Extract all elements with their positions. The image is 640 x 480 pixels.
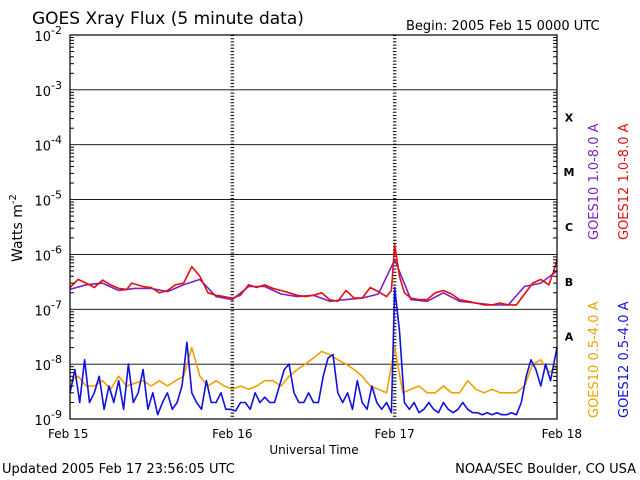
y-tick-label: 10-3 [34,79,62,100]
y-tick-label: 10-4 [34,134,62,155]
series-layer [69,244,558,416]
y-tick-label: 10-5 [34,189,62,210]
x-axis-label: Universal Time [269,443,358,457]
flare-class-label: M [564,166,575,179]
plot-frame [69,34,558,420]
legend: GOES10 1.0-8.0 A GOES12 1.0-8.0 A GOES10 0… [587,123,632,418]
flare-class-label: C [565,221,573,234]
y-axis-label: Watts m-2 [8,194,26,262]
legend-entry: GOES10 0.5-4.0 A [587,301,602,418]
flare-class-label: X [565,111,574,124]
chart-title: GOES Xray Flux (5 minute data) [32,9,304,29]
flare-class-labels: X M C B A [564,111,575,343]
x-tick-label: Feb 16 [212,427,252,441]
updated-timestamp: Updated 2005 Feb 17 23:56:05 UTC [2,462,235,477]
legend-entry: GOES12 0.5-4.0 A [617,301,632,418]
y-tick-label: 10-6 [34,243,62,264]
y-tick-label: 10-9 [34,408,62,429]
y-tick-label: 10-2 [34,24,62,45]
legend-entry: GOES12 1.0-8.0 A [617,123,632,240]
credit-label: NOAA/SEC Boulder, CO USA [455,462,636,477]
series-line-goes10-0-5-4-0-a [69,346,558,394]
x-tick-label: Feb 18 [542,427,582,441]
legend-entry: GOES10 1.0-8.0 A [587,123,602,240]
begin-label: Begin: 2005 Feb 15 0000 UTC [406,19,600,34]
series-line-goes12-1-0-8-0-a [69,244,558,306]
series-line-goes12-0-5-4-0-a [69,286,558,416]
grid-lines [70,34,557,420]
x-axis-ticks: Feb 15 Feb 16 Feb 17 Feb 18 [48,427,582,441]
series-line-goes10-1-0-8-0-a [69,258,558,306]
flare-class-label: A [565,331,574,344]
y-tick-label: 10-7 [34,298,62,319]
flare-class-label: B [565,276,573,289]
y-axis-ticks: 10-2 10-3 10-4 10-5 10-6 10-7 10-8 10-9 [34,24,557,429]
x-tick-label: Feb 17 [374,427,414,441]
y-tick-label: 10-8 [34,353,62,374]
x-tick-label: Feb 15 [48,427,88,441]
